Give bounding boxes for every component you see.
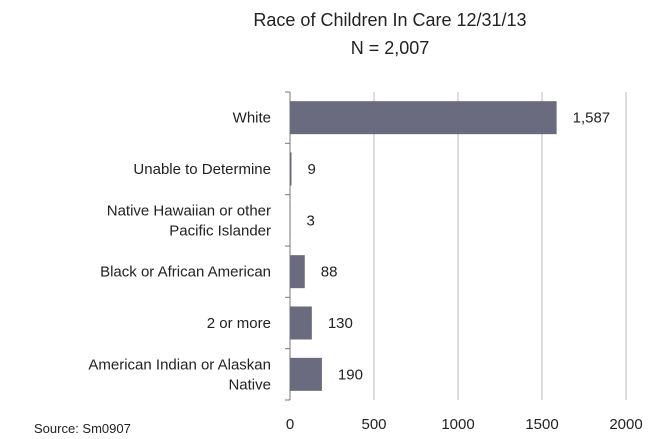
category-label-line: American Indian or Alaskan: [88, 356, 271, 373]
x-tick-label: 500: [361, 416, 386, 433]
category-label: Native Hawaiian or other Pacific Islander: [107, 202, 271, 239]
x-tick-label: 1500: [525, 416, 558, 433]
chart-subtitle: N = 2,007: [351, 38, 430, 58]
category-label: Black or African American: [100, 264, 271, 281]
bar: [290, 203, 291, 237]
value-label: 1,587: [573, 110, 611, 127]
value-label: 9: [308, 161, 316, 178]
x-tick-label: 1000: [441, 416, 474, 433]
bar: [290, 152, 292, 186]
value-labels: 1,587 9 3 88 130 190: [307, 110, 611, 384]
x-tick-label: 2000: [609, 416, 642, 433]
value-label: 88: [321, 264, 338, 281]
bar: [290, 255, 305, 289]
source-note: Source: Sm0907: [34, 421, 131, 436]
category-label-line: Pacific Islander: [169, 222, 271, 239]
category-label-line: 2 or more: [207, 315, 271, 332]
gridlines: [373, 92, 627, 400]
bar: [290, 306, 312, 340]
category-label-line: White: [233, 110, 271, 127]
category-label: White: [233, 110, 271, 127]
value-label: 130: [328, 315, 353, 332]
bars: [290, 101, 557, 391]
bar: [290, 357, 322, 391]
category-label-line: Black or African American: [100, 264, 271, 281]
x-tick-label: 0: [286, 416, 294, 433]
category-label: Unable to Determine: [133, 161, 271, 178]
chart-title: Race of Children In Care 12/31/13: [253, 10, 526, 30]
y-axis: [285, 91, 291, 401]
category-label-line: Native Hawaiian or other: [107, 202, 271, 219]
bar: [290, 101, 557, 135]
category-label-line: Unable to Determine: [133, 161, 271, 178]
category-label: 2 or more: [207, 315, 271, 332]
category-label: American Indian or Alaskan Native: [88, 356, 271, 393]
category-labels: White Unable to Determine Native Hawaiian …: [88, 110, 271, 394]
category-label-line: Native: [228, 376, 271, 393]
x-tick-labels: 0 500 1000 1500 2000: [286, 416, 643, 433]
value-label: 190: [338, 366, 363, 383]
value-label: 3: [307, 212, 315, 229]
